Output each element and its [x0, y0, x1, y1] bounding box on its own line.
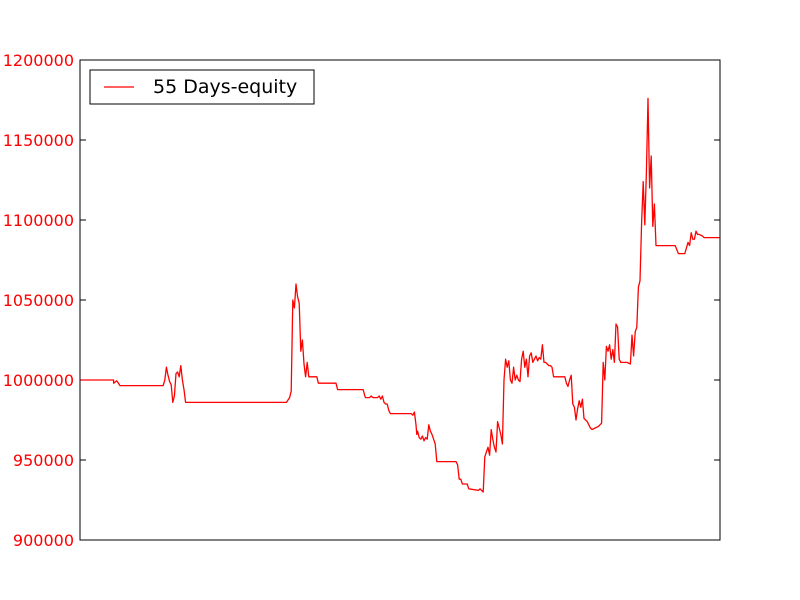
axis-ticks: [80, 59, 720, 541]
y-tick-label: 1050000: [3, 291, 74, 310]
legend: 55 Days-equity: [89, 69, 315, 105]
y-tick-labels: 900000 950000 1000000 1050000 1100000 1150000…: [3, 51, 74, 550]
y-tick-label: 950000: [13, 451, 74, 470]
y-tick-label: 1200000: [3, 51, 74, 70]
y-tick-label: 1150000: [3, 131, 74, 150]
equity-series-line: [80, 97, 720, 493]
y-tick-label: 1100000: [3, 211, 74, 230]
legend-label: 55 Days-equity: [153, 76, 297, 98]
plot-frame: [79, 59, 721, 541]
y-tick-label: 900000: [13, 531, 74, 550]
series-layer: [80, 97, 720, 493]
y-tick-label: 1000000: [3, 371, 74, 390]
